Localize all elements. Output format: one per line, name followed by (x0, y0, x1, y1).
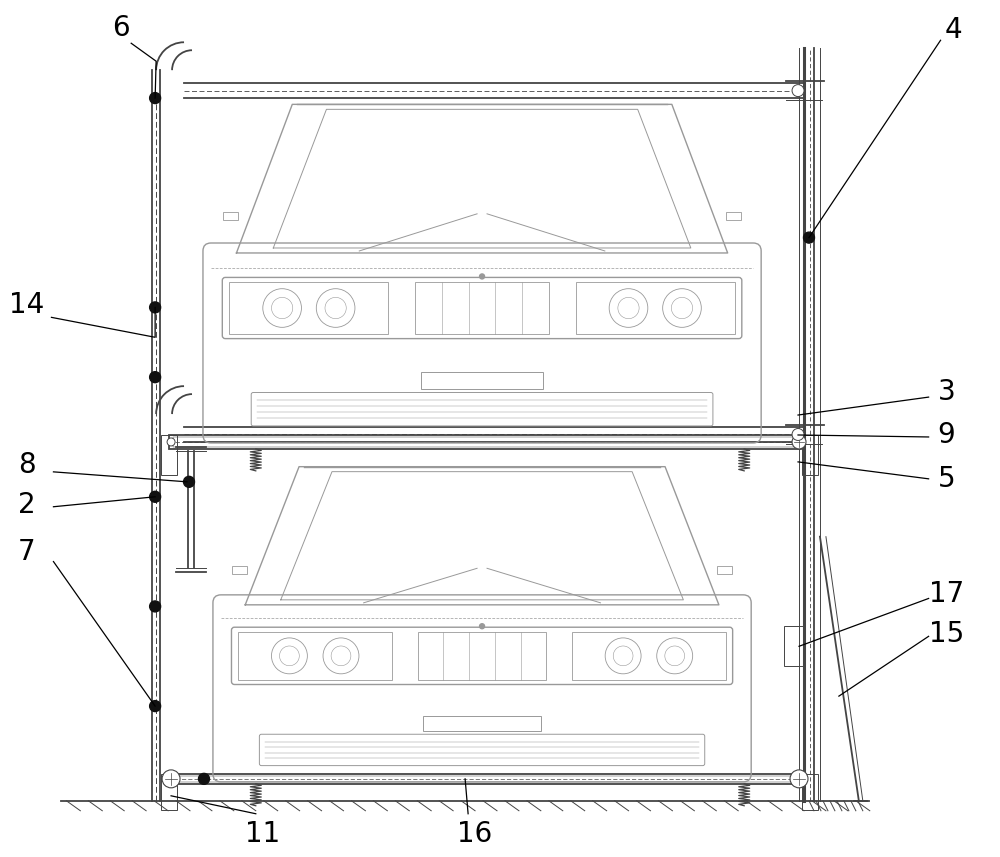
Circle shape (150, 491, 161, 502)
Circle shape (167, 438, 175, 446)
Bar (717, 566, 732, 574)
Bar (576, 283, 735, 333)
Bar (223, 212, 238, 219)
Circle shape (198, 773, 209, 784)
Bar (173, 776, 797, 782)
Circle shape (162, 770, 180, 788)
Text: 11: 11 (245, 819, 280, 848)
Circle shape (480, 274, 485, 279)
Text: 3: 3 (938, 378, 955, 406)
Circle shape (792, 85, 804, 97)
Circle shape (150, 372, 161, 382)
Circle shape (150, 701, 161, 711)
Bar (802, 435, 818, 475)
Text: 4: 4 (945, 16, 962, 45)
Bar (173, 437, 797, 447)
Bar (423, 716, 541, 731)
Bar (169, 774, 801, 784)
Circle shape (790, 770, 808, 788)
Text: 7: 7 (18, 537, 35, 566)
Bar (726, 212, 741, 219)
Bar (169, 435, 801, 449)
Circle shape (804, 232, 814, 243)
Text: 2: 2 (18, 491, 35, 518)
Bar (161, 435, 177, 475)
Text: 15: 15 (929, 620, 964, 649)
Circle shape (480, 624, 485, 629)
Circle shape (184, 476, 194, 488)
Circle shape (150, 601, 161, 612)
Bar (572, 632, 726, 680)
Circle shape (150, 93, 161, 104)
Bar (238, 632, 392, 680)
Circle shape (150, 302, 161, 313)
Bar (418, 632, 546, 680)
Bar (784, 626, 804, 666)
Text: 14: 14 (9, 291, 44, 320)
Text: 6: 6 (112, 15, 130, 42)
Text: 17: 17 (929, 580, 964, 608)
Text: 9: 9 (938, 421, 955, 449)
Text: 5: 5 (938, 464, 955, 493)
Circle shape (792, 435, 806, 449)
Circle shape (792, 428, 804, 440)
Bar (802, 774, 818, 810)
Bar (229, 283, 388, 333)
Text: 16: 16 (457, 819, 493, 848)
Bar (421, 373, 543, 389)
Bar (232, 566, 247, 574)
Text: 8: 8 (18, 451, 35, 479)
Bar (415, 283, 549, 333)
Bar (161, 774, 177, 810)
